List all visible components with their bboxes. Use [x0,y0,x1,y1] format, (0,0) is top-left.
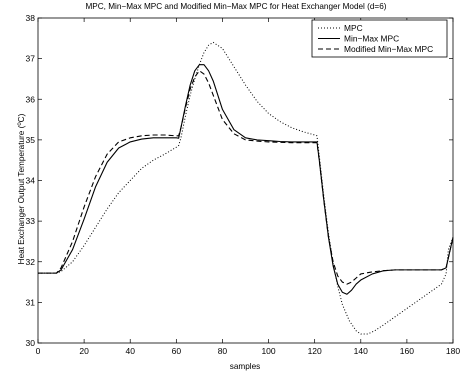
legend-label-modified-min-max-mpc: Modified Min−Max MPC [344,44,433,54]
x-tick-label: 60 [172,346,182,356]
y-axis-label-unit: C) [17,113,26,122]
x-axis-label: samples [230,362,261,371]
plot-frame [37,17,454,344]
legend-label-mpc: MPC [344,23,363,33]
series-layer [38,41,454,335]
y-axis-label-superscript: o [17,122,23,126]
y-axis-label-main: Heat Exchanger Output Temperature ( [17,125,26,264]
x-tick-label: 180 [446,346,460,356]
y-tick-label: 38 [26,13,36,23]
y-tick-label: 31 [26,297,36,307]
series-line-modified-min-max-mpc [38,70,454,285]
y-tick-label: 30 [26,338,36,348]
y-tick-label: 33 [26,216,36,226]
chart-title: MPC, Min−Max MPC and Modified Min−Max MP… [85,2,386,11]
legend-label-min-max-mpc: Min−Max MPC [344,34,399,44]
y-tick-label: 37 [26,54,36,64]
y-tick-label: 32 [26,257,36,267]
x-tick-label: 160 [400,346,414,356]
plot-area-border [37,17,454,344]
x-tick-label: 120 [308,346,322,356]
x-tick-label: 40 [125,346,135,356]
x-tick-label: 0 [36,346,41,356]
x-tick-label: 100 [261,346,275,356]
series-line-mpc [38,41,454,335]
y-tick-label: 36 [26,94,36,104]
y-axis-ticks: 30 31 32 33 34 35 36 37 38 [26,13,453,348]
x-tick-label: 20 [79,346,89,356]
y-tick-label: 35 [26,135,36,145]
x-tick-label: 140 [354,346,368,356]
y-tick-label: 34 [26,176,36,186]
x-axis-ticks: 0 20 40 60 80 100 120 140 160 180 [36,18,460,356]
y-axis-label: Heat Exchanger Output Temperature (oC) [17,113,26,264]
x-tick-label: 80 [218,346,228,356]
series-line-min-max-mpc [38,64,454,295]
legend: MPC Min−Max MPC Modified Min−Max MPC [311,19,448,58]
